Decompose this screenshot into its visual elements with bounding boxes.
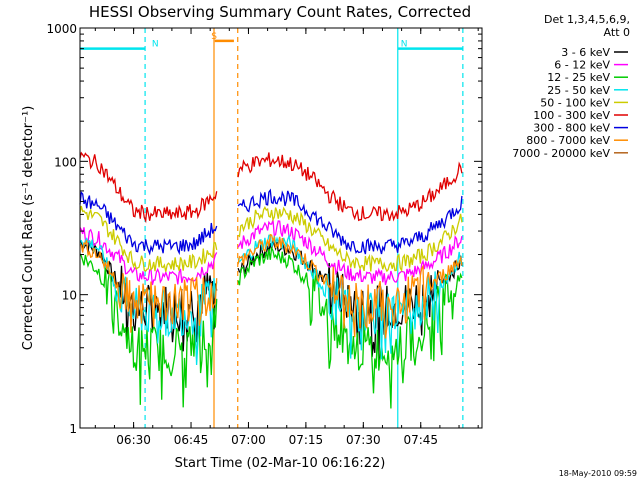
plot-frame: [79, 27, 483, 429]
x-tick-label: 07:15: [289, 433, 324, 447]
axes: 06:30 06:45 07:00 07:15 07:30 07:45 1 10 100 1000: [46, 22, 482, 447]
legend-label: 12 - 25 keV: [547, 71, 610, 84]
series-line-2: [79, 219, 463, 286]
legend-label: 6 - 12 keV: [554, 59, 610, 72]
annotation-label-4: S: [211, 32, 217, 42]
legend-label: 100 - 300 keV: [533, 109, 610, 122]
annotation-label-2: N: [401, 40, 408, 50]
x-axis-label: Start Time (02-Mar-10 06:16:22): [175, 456, 386, 471]
legend-label: 7000 - 20000 keV: [512, 147, 610, 160]
chart-title: HESSI Observing Summary Count Rates, Cor…: [89, 3, 471, 21]
plot-area: N NS: [79, 28, 464, 428]
series-line-7: [79, 188, 463, 256]
legend-label: 25 - 50 keV: [547, 84, 610, 97]
x-tick-label: 07:00: [231, 433, 266, 447]
annotation-label-1: N: [152, 40, 159, 50]
x-tick-label: 07:45: [403, 433, 438, 447]
x-tick-label: 07:30: [346, 433, 381, 447]
y-tick-label: 1000: [46, 22, 77, 36]
y-tick-label: 100: [54, 155, 77, 169]
legend-header-line-1: Det 1,3,4,5,6,9,: [544, 13, 630, 26]
y-axis-label: Corrected Count Rate (s⁻¹ detector⁻¹): [21, 106, 36, 351]
legend-label: 800 - 7000 keV: [526, 134, 610, 147]
series-line-5: [79, 205, 463, 273]
series-line-6: [79, 151, 463, 224]
y-tick-label: 10: [62, 289, 77, 303]
legend-label: 50 - 100 keV: [540, 96, 610, 109]
generated-timestamp: 18-May-2010 09:59: [559, 469, 637, 478]
legend-label: 3 - 6 keV: [561, 46, 610, 59]
x-tick-label: 06:45: [174, 433, 209, 447]
legend-label: 300 - 800 keV: [533, 122, 610, 135]
legend-header-line-2: Att 0: [604, 26, 630, 39]
x-tick-label: 06:30: [116, 433, 151, 447]
y-tick-label: 1: [69, 422, 77, 436]
series-line-8: [79, 233, 463, 339]
